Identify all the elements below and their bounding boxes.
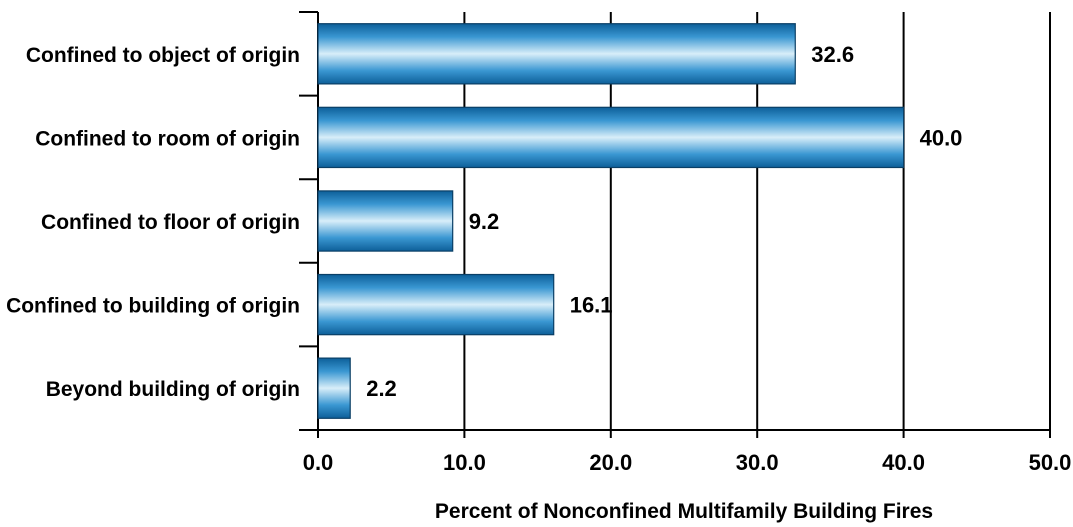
category-label: Confined to room of origin [35,127,300,150]
x-tick-label: 0.0 [303,450,334,475]
x-axis-title: Percent of Nonconfined Multifamily Build… [435,500,933,523]
data-label: 2.2 [366,376,397,401]
bar [317,357,351,419]
data-label: 16.1 [570,293,613,318]
data-label: 9.2 [469,209,500,234]
category-label: Beyond building of origin [46,378,300,401]
x-tick-label: 10.0 [443,450,486,475]
bar [317,273,555,336]
bar [317,23,796,85]
category-label: Confined to object of origin [26,44,300,67]
category-label: Confined to building of origin [6,295,300,318]
category-label: Confined to floor of origin [41,211,300,234]
x-tick-label: 30.0 [736,450,779,475]
x-tick-label: 40.0 [882,450,925,475]
bars [317,23,905,419]
bar [317,190,454,252]
x-tick-label: 50.0 [1029,450,1072,475]
bar [317,106,905,169]
x-tick-label: 20.0 [589,450,632,475]
labels: 0.0 10.0 20.0 30.0 40.0 50.0 Confined to objec… [6,42,1071,475]
data-label: 40.0 [920,125,963,150]
data-label: 32.6 [811,42,854,67]
